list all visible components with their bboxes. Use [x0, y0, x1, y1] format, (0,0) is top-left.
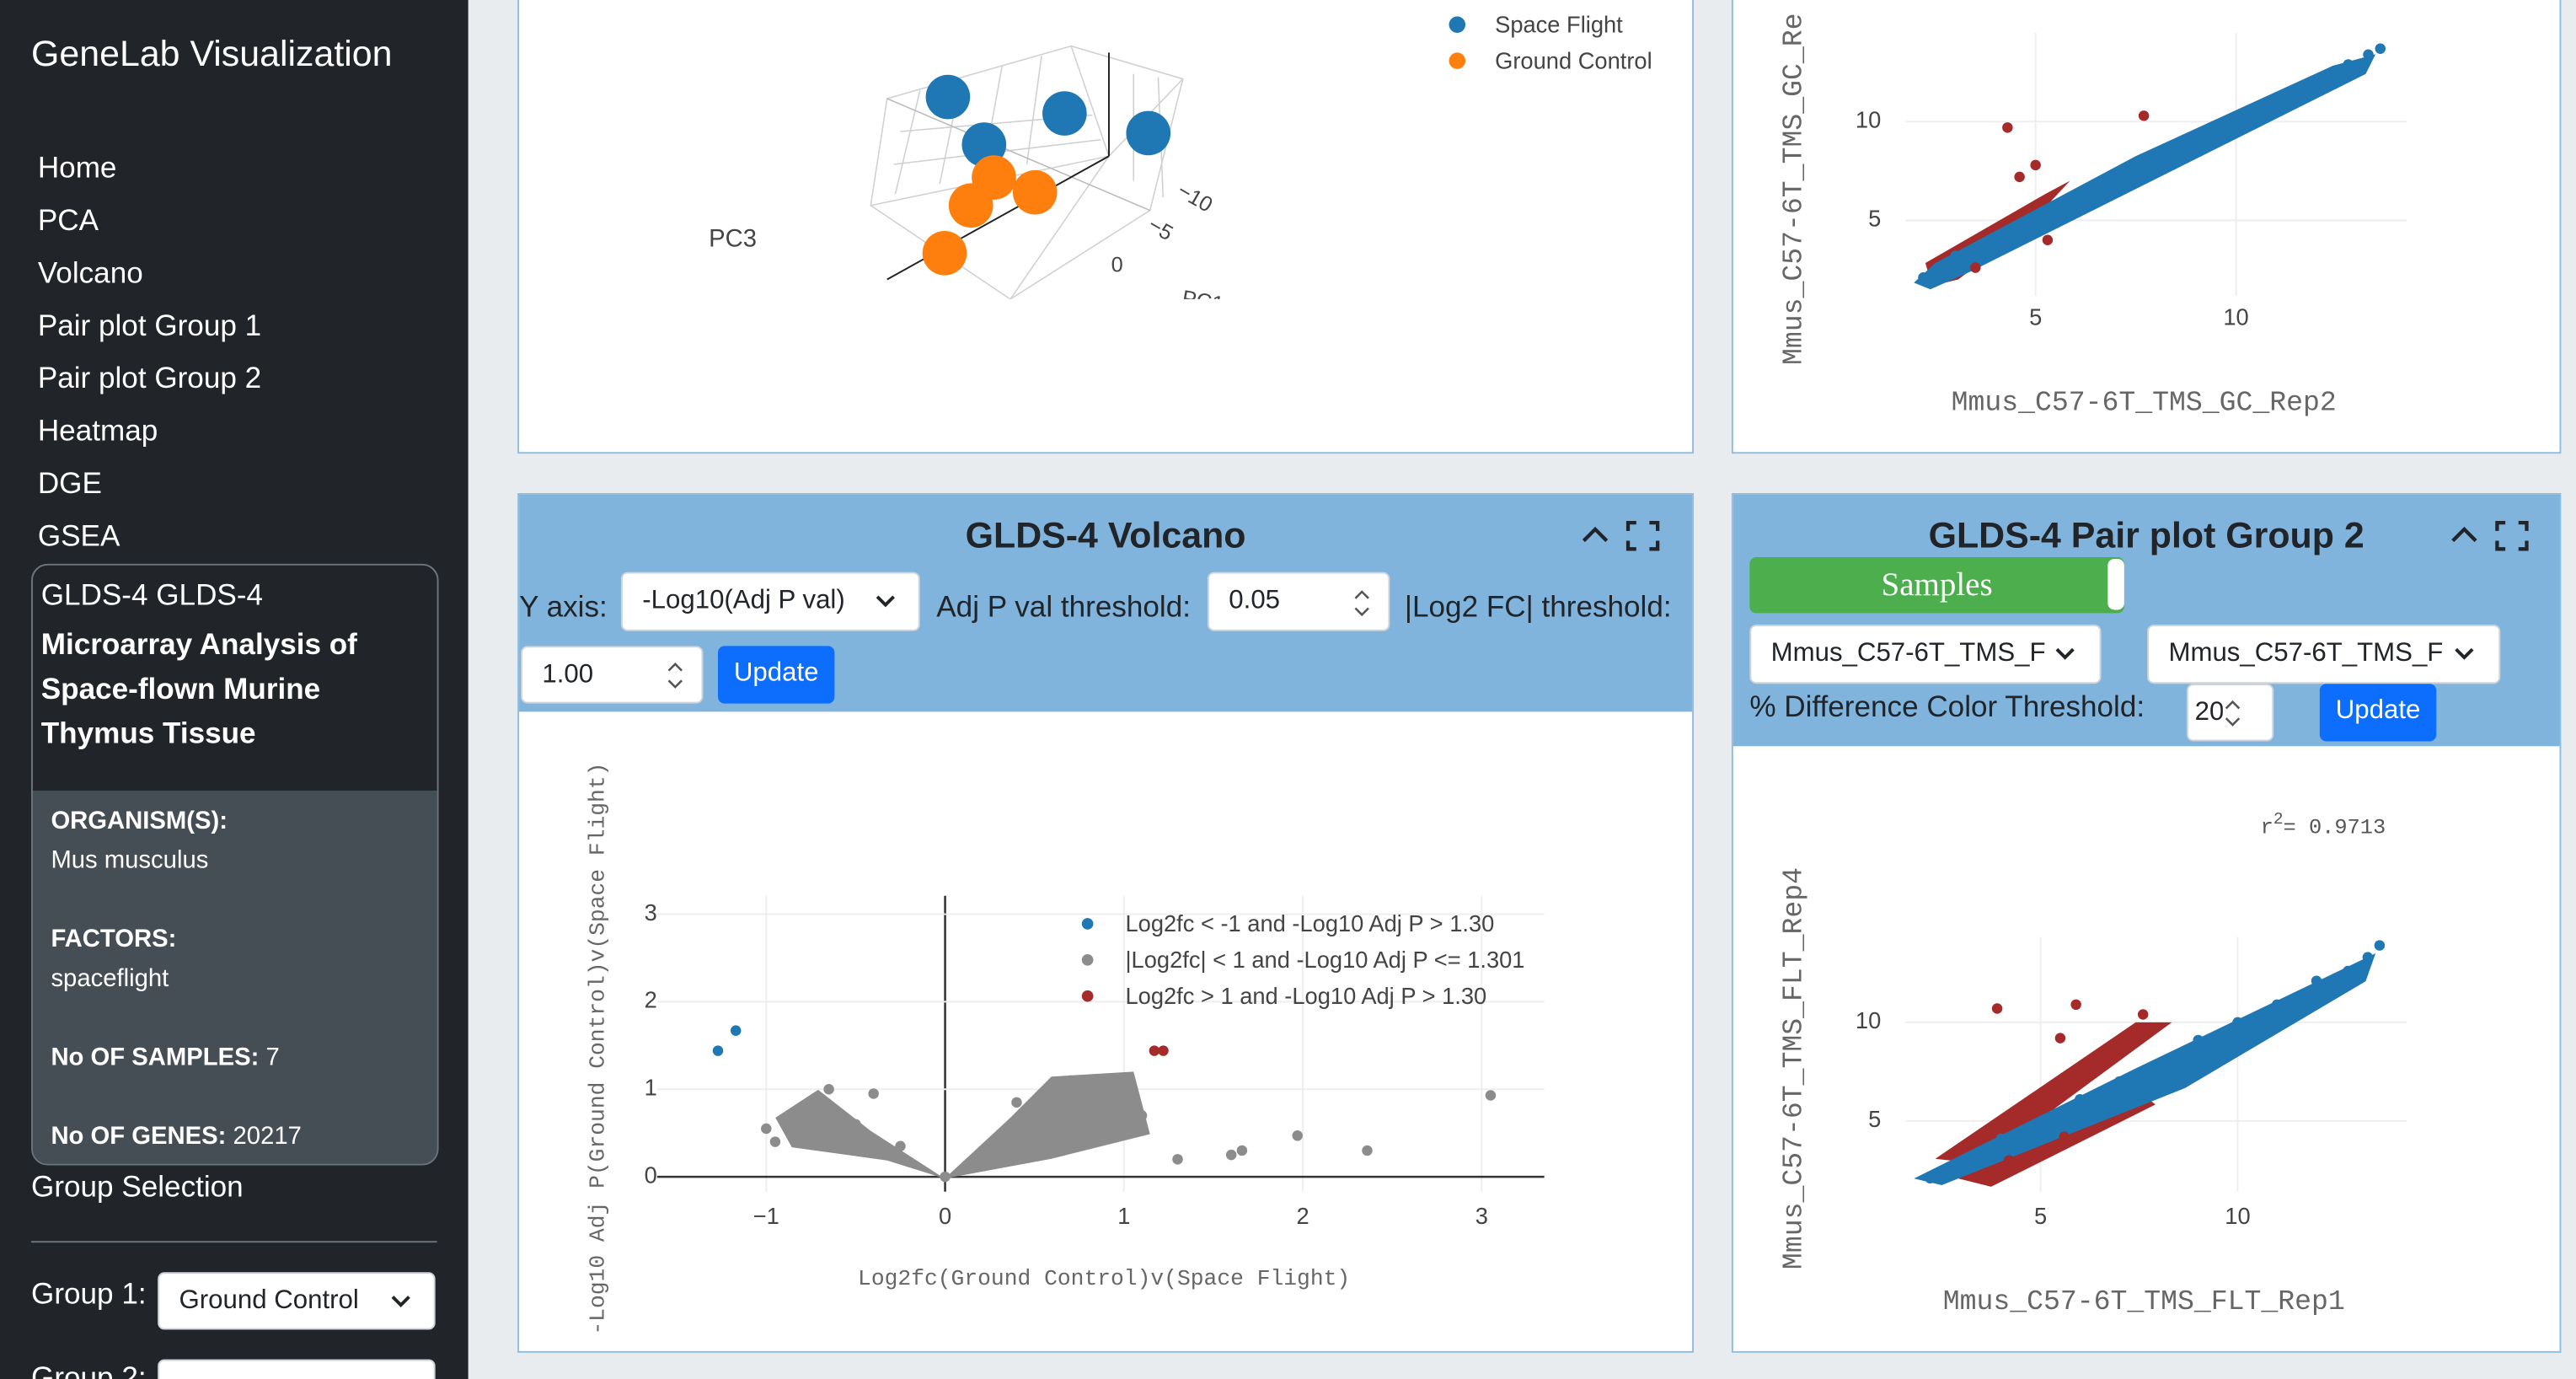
select-value: Mmus_C57-6T_TMS_F	[2168, 639, 2444, 668]
threshold-value: 20	[2194, 698, 2225, 727]
nav-link[interactable]: GSEA	[37, 519, 120, 553]
dataset-meta: ORGANISM(S): Mus musculus FACTORS: space…	[32, 790, 437, 1164]
fc-value: 1.00	[542, 660, 594, 690]
fc-input[interactable]: 1.00	[521, 646, 704, 704]
panel-title: GLDS-4 Pair plot Group 2	[1928, 514, 2364, 556]
sidebar: GeneLab Visualization Home PCA Volcano P…	[0, 0, 469, 1379]
spinner	[667, 663, 683, 689]
toggle-knob	[2107, 559, 2124, 610]
dataset-id: GLDS-4 GLDS-4	[40, 578, 264, 612]
threshold-input[interactable]: 20	[2186, 684, 2274, 742]
nav-link[interactable]: Heatmap	[37, 414, 158, 448]
spinner	[2222, 696, 2243, 730]
volcano-panel: GLDS-4 Volcano Y axis: -Log10(Adj P val)…	[517, 493, 1695, 1353]
adjp-label: Adj P val threshold:	[936, 590, 1192, 624]
chevron	[2054, 646, 2077, 663]
toggle-label: Samples	[1881, 566, 1993, 604]
factors: spaceflight	[51, 964, 169, 993]
organism: Mus musculus	[51, 846, 209, 875]
group2-select[interactable]	[158, 1359, 436, 1379]
panel-tools[interactable]	[1579, 518, 1661, 554]
group-selection: Group Selection	[31, 1170, 244, 1204]
sample-select-1[interactable]: Mmus_C57-6T_TMS_F	[1749, 625, 2102, 684]
samples-row: No OF SAMPLES: 7	[51, 1044, 279, 1071]
panel-header: GLDS-4 Volcano Y axis: -Log10(Adj P val)…	[519, 494, 1693, 712]
nav-link[interactable]: PCA	[37, 203, 99, 237]
y-axis-value: -Log10(Adj P val)	[642, 587, 845, 615]
panel-tools[interactable]	[2448, 518, 2530, 554]
update-button[interactable]: Update	[717, 646, 835, 704]
nav-link[interactable]: Home	[37, 151, 117, 185]
pair-plot-1-panel	[1731, 0, 2562, 454]
pair-plot-2-panel: GLDS-4 Pair plot Group 2 Samples Mmus_C5…	[1731, 493, 2562, 1353]
dataset-title: Microarray Analysis of Space-flown Murin…	[40, 627, 357, 750]
panel-title: GLDS-4 Volcano	[965, 514, 1246, 556]
genes-row: No OF GENES: 20217	[51, 1123, 301, 1151]
nav-link[interactable]: Pair plot Group 2	[37, 362, 262, 394]
update-button[interactable]: Update	[2319, 684, 2437, 742]
sample-select-2[interactable]: Mmus_C57-6T_TMS_F	[2147, 625, 2501, 684]
select-value: Mmus_C57-6T_TMS_F	[1770, 639, 2046, 668]
threshold-label: % Difference Color Threshold:	[1749, 690, 2145, 723]
chevron	[876, 595, 895, 608]
adjp-value: 0.05	[1229, 587, 1281, 615]
nav-link[interactable]: Volcano	[37, 256, 143, 290]
genes: 20217	[233, 1122, 302, 1151]
samples-toggle[interactable]: Samples	[1749, 557, 2124, 614]
chevron	[2452, 646, 2477, 663]
organism-label: ORGANISM(S):	[51, 807, 228, 835]
genes-label: No OF GENES:	[51, 1122, 227, 1151]
factors-label: FACTORS:	[51, 925, 177, 953]
spinner	[1354, 590, 1369, 617]
samples: 7	[265, 1044, 280, 1072]
panel-header: GLDS-4 Pair plot Group 2 Samples Mmus_C5…	[1733, 494, 2560, 747]
group1-value: Ground Control	[179, 1286, 359, 1315]
y-axis-label: Y axis:	[519, 590, 608, 624]
y-axis-select[interactable]: -Log10(Adj P val)	[620, 571, 920, 631]
app-title: GeneLab Visualization	[31, 33, 393, 74]
samples-label: No OF SAMPLES:	[51, 1044, 260, 1072]
nav-link[interactable]: DGE	[37, 466, 102, 500]
group2-label: Group 2:	[31, 1360, 147, 1379]
dataset-card: GLDS-4 GLDS-4 Microarray Analysis of Spa…	[31, 563, 439, 1166]
group1-select[interactable]: Ground Control	[158, 1272, 436, 1330]
adjp-input[interactable]: 0.05	[1207, 571, 1390, 631]
divider	[31, 1241, 437, 1243]
fc-label: |Log2 FC| threshold:	[1404, 590, 1672, 624]
pca-panel	[517, 0, 1695, 454]
group1-label: Group 1:	[31, 1277, 147, 1311]
nav-link[interactable]: Pair plot Group 1	[37, 309, 262, 342]
chevron	[391, 1296, 410, 1308]
